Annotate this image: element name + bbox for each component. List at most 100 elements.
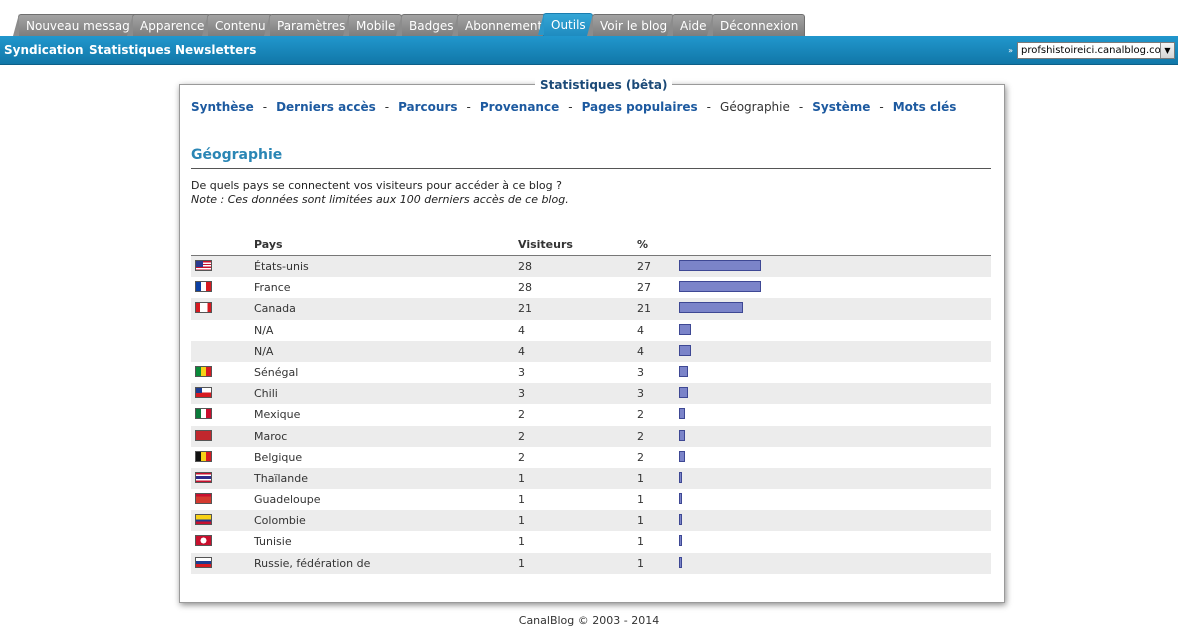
country-cell: Mexique (254, 408, 301, 422)
percent-cell: 1 (637, 556, 644, 570)
menu-separator: - (568, 100, 573, 114)
visitors-cell: 21 (518, 302, 532, 316)
visitors-cell: 28 (518, 281, 532, 295)
visitors-cell: 28 (518, 260, 532, 273)
menu-separator: - (706, 100, 712, 114)
percent-bar (679, 408, 685, 420)
percent-bar (679, 556, 682, 568)
percent-cell: 3 (637, 387, 644, 401)
subnav-statistiques[interactable]: Statistiques (89, 43, 171, 57)
table-row: Colombie 1 1 (191, 510, 991, 532)
country-cell: Thaïlande (254, 471, 309, 485)
menu-systeme[interactable]: Système (812, 100, 871, 114)
be-flag-icon (195, 450, 212, 462)
percent-bar (679, 471, 682, 483)
visitors-cell: 1 (518, 493, 525, 507)
country-cell: Maroc (254, 429, 288, 443)
blog-select-value: profshistoireici.canalblog.com (1021, 45, 1171, 56)
intro-question: De quels pays se connectent vos visiteur… (191, 179, 562, 192)
tab-mobile[interactable]: Mobile (342, 14, 403, 36)
country-cell: Sénégal (254, 365, 299, 379)
visitors-cell: 1 (518, 556, 525, 570)
percent-cell: 1 (637, 471, 644, 485)
percent-bar (679, 365, 688, 377)
page-title: Géographie (191, 147, 991, 169)
country-cell: Tunisie (254, 535, 292, 549)
subnav-syndication[interactable]: Syndication (4, 43, 84, 57)
chevron-down-icon[interactable]: ▼ (1160, 43, 1174, 58)
country-cell: N/A (254, 344, 274, 358)
ru-flag-icon (195, 556, 212, 568)
table-row: Chili 3 3 (191, 383, 991, 405)
percent-cell: 1 (637, 535, 644, 549)
stats-menu: Synthèse - Derniers accès - Parcours - Provena… (191, 100, 956, 114)
menu-parcours[interactable]: Parcours (398, 100, 458, 114)
menu-derniers-acces[interactable]: Derniers accès (276, 100, 376, 114)
column-header-visiteurs: Visiteurs (518, 238, 573, 251)
tab-badges[interactable]: Badges (395, 14, 461, 36)
table-row: Guadeloupe 1 1 (191, 489, 991, 510)
footer: CanalBlog © 2003 - 2014 (518, 614, 660, 627)
mx-flag-icon (195, 408, 212, 420)
blog-select[interactable]: profshistoireici.canalblog.com ▼ (1017, 42, 1175, 59)
percent-cell: 3 (637, 365, 644, 379)
percent-cell: 27 (637, 281, 651, 295)
tab-nouveau-message[interactable]: Nouveau message (12, 14, 145, 36)
column-header-pays: Pays (254, 238, 283, 251)
percent-bar (679, 302, 743, 314)
table-row: Tunisie 1 1 (191, 531, 991, 552)
tab-apparence[interactable]: Apparence (126, 14, 212, 36)
percent-cell: 21 (637, 302, 651, 316)
country-cell: Chili (254, 387, 278, 401)
percent-bar (679, 493, 682, 505)
table-row: Canada 21 21 (191, 298, 991, 320)
tn-flag-icon (195, 535, 212, 547)
percent-bar (679, 344, 691, 356)
table-row: Maroc 2 2 (191, 425, 991, 447)
percent-cell: 2 (637, 429, 644, 443)
tab-deconnexion[interactable]: Déconnexion (706, 14, 806, 36)
menu-geographie: Géographie (720, 100, 790, 114)
table-row: Russie, fédération de 1 1 (191, 552, 991, 574)
th-flag-icon (195, 471, 212, 483)
visitors-cell: 1 (518, 514, 525, 528)
country-cell: Guadeloupe (254, 493, 321, 507)
tab-voir-le-blog[interactable]: Voir le blog (586, 14, 675, 36)
visitors-cell: 1 (518, 535, 525, 549)
menu-pages-populaires[interactable]: Pages populaires (581, 100, 698, 114)
tab-outils[interactable]: Outils (538, 13, 593, 36)
blog-selector[interactable]: » profshistoireici.canalblog.com ▼ (1008, 42, 1175, 59)
menu-separator: - (466, 100, 471, 114)
menu-mots-cles[interactable]: Mots clés (892, 100, 957, 114)
visitors-cell: 2 (518, 429, 525, 443)
us-flag-icon (195, 260, 212, 271)
tab-abonnement[interactable]: Abonnement (451, 14, 550, 36)
column-header-percent: % (637, 238, 649, 251)
tab-contenu[interactable]: Contenu (202, 14, 273, 36)
percent-bar (679, 514, 682, 526)
subnav-newsletters[interactable]: Newsletters (175, 43, 257, 57)
visitors-cell: 3 (518, 387, 525, 401)
percent-bar (679, 260, 761, 271)
table-header: Pays Visiteurs % (191, 235, 991, 256)
visitors-cell: 4 (518, 323, 525, 337)
country-cell: N/A (254, 323, 274, 337)
double-chevron-icon: » (1008, 46, 1013, 55)
menu-synthese[interactable]: Synthèse (191, 100, 254, 114)
country-cell: Belgique (254, 450, 303, 464)
percent-cell: 2 (637, 450, 644, 464)
country-cell: Colombie (254, 514, 306, 528)
percent-cell: 1 (637, 493, 644, 507)
tab-aide[interactable]: Aide (667, 14, 714, 36)
gp-flag-icon (195, 493, 212, 505)
menu-separator: - (262, 100, 268, 114)
percent-bar (679, 281, 761, 293)
visitors-cell: 3 (518, 365, 525, 379)
menu-provenance[interactable]: Provenance (479, 100, 560, 114)
geography-table: Pays Visiteurs % États-unis 28 27 France 28 2… (191, 235, 991, 574)
visitors-cell: 2 (518, 408, 525, 422)
percent-bar (679, 323, 691, 335)
tab-parametres[interactable]: Paramètres (263, 14, 353, 36)
ma-flag-icon (195, 429, 212, 441)
menu-separator: - (798, 100, 804, 114)
